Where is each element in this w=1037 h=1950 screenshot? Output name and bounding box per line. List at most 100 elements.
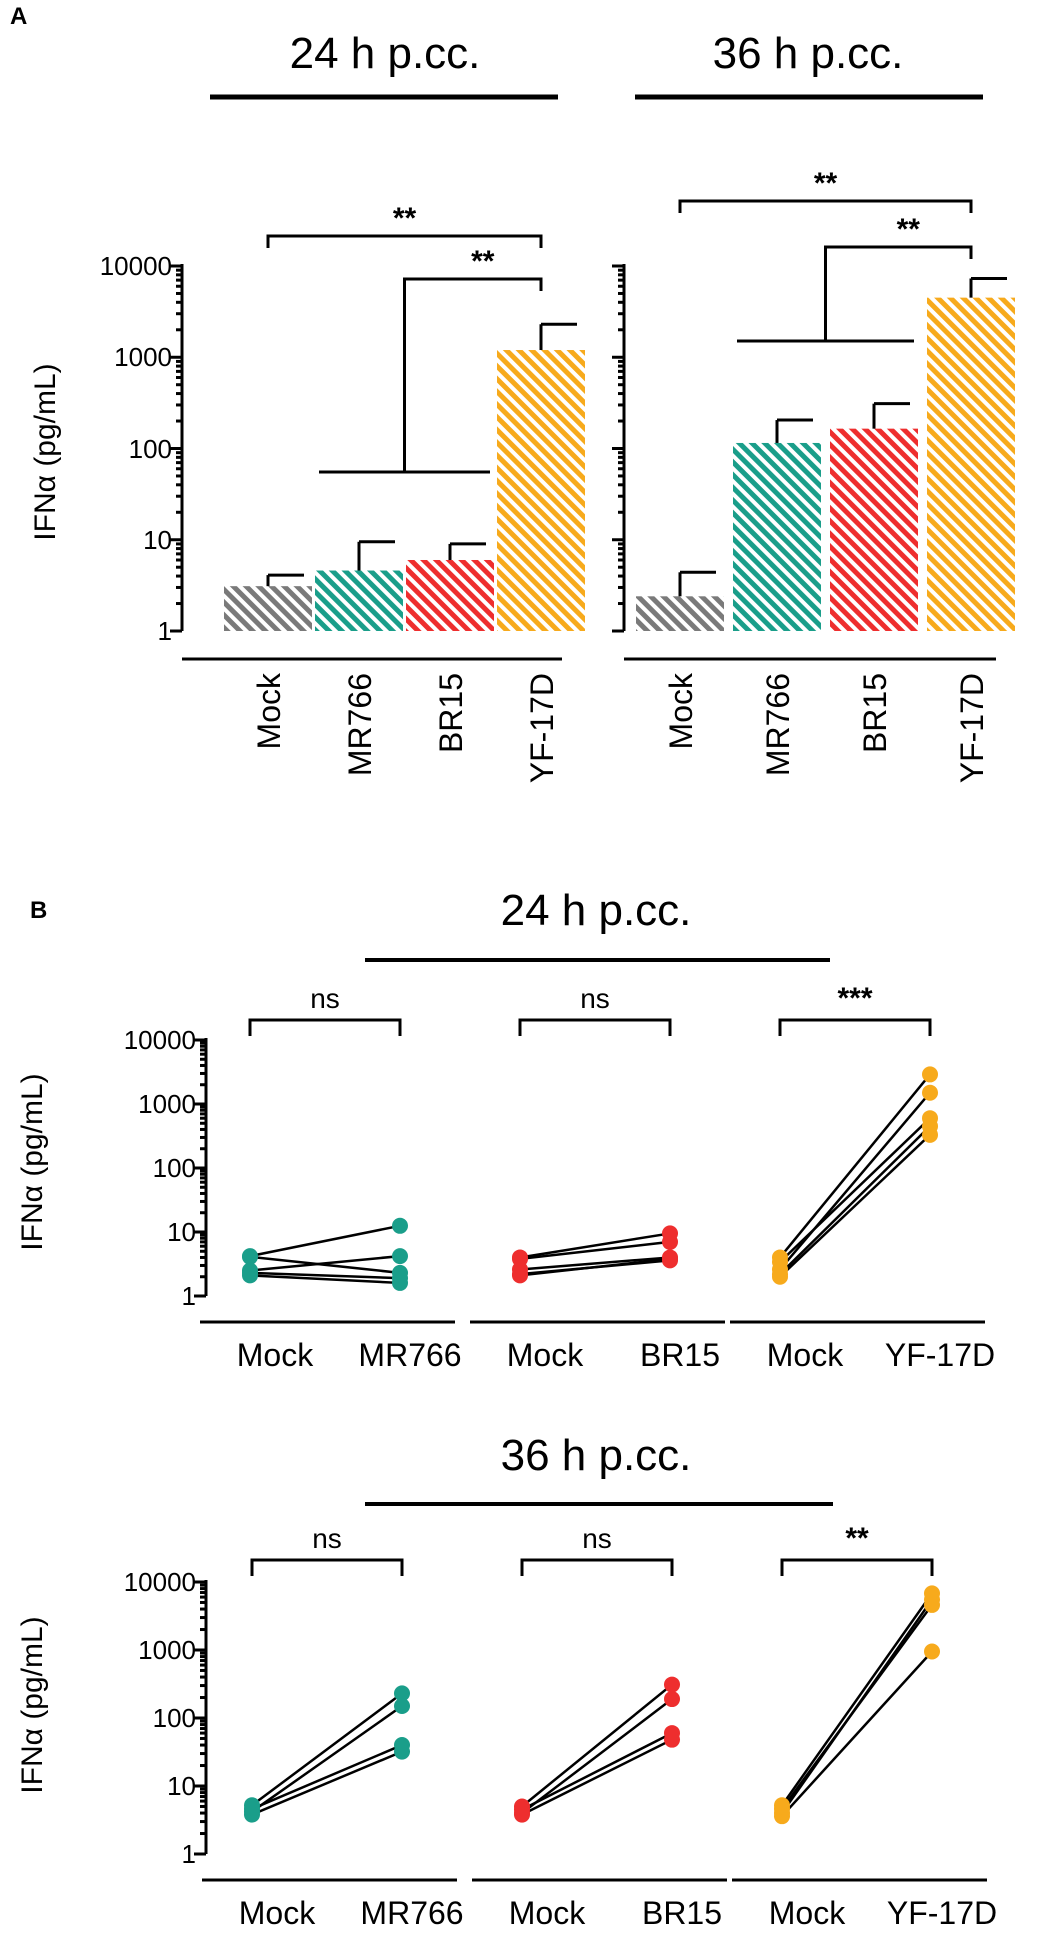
y-tick-label: 10000 xyxy=(124,1025,196,1055)
pair-line xyxy=(249,1254,401,1272)
pair-line xyxy=(779,1117,931,1263)
point-mock xyxy=(772,1268,788,1285)
x-tick-label-mock: Mock xyxy=(237,1337,314,1373)
x-tick-label-yf-17d: YF-17D xyxy=(887,1895,997,1931)
point-mr766 xyxy=(394,1685,410,1702)
x-tick-label-mock: Mock xyxy=(663,672,699,749)
x-tick-label-mock: Mock xyxy=(767,1337,844,1373)
pair-line xyxy=(249,1255,401,1275)
pair-line xyxy=(519,1232,671,1259)
x-tick-label-mock: Mock xyxy=(509,1895,586,1931)
pair-line xyxy=(249,1274,401,1285)
y-tick-label: 10 xyxy=(167,1217,196,1247)
panel-b-24h-y-axis-label: IFNα (pg/mL) xyxy=(16,1073,49,1250)
pair-line xyxy=(521,1698,673,1815)
x-tick-label-yf-17d: YF-17D xyxy=(524,673,560,783)
significance-bracket xyxy=(250,1558,404,1576)
pair-line xyxy=(251,1743,403,1811)
panel-a-y-axis-label: IFNα (pg/mL) xyxy=(29,363,62,540)
pair-line xyxy=(249,1271,401,1280)
pair-line xyxy=(521,1683,673,1808)
pair-line xyxy=(780,1604,934,1810)
significance-label: ns xyxy=(310,983,340,1014)
significance-bracket xyxy=(780,1558,934,1576)
point-mock xyxy=(774,1808,790,1825)
point-br15 xyxy=(664,1691,680,1708)
significance-label: ns xyxy=(582,1523,612,1554)
panel-b-36h-paired-chart: ns Mock MR766 ns Mock BR15 ** Mock YF-17D xyxy=(194,1522,997,1931)
bar-yf-17d xyxy=(927,297,1015,631)
significance-label: ** xyxy=(814,167,838,200)
y-tick-label: 100 xyxy=(153,1153,196,1183)
significance-label: ** xyxy=(845,1522,869,1555)
significance-label: ** xyxy=(897,213,921,246)
panel-b-36h-y-tick-labels: 10000 1000 100 10 1 xyxy=(124,1567,196,1869)
pair-line xyxy=(251,1750,403,1816)
significance-bracket-zikv-vs-yf17d xyxy=(824,245,973,341)
pair-line xyxy=(519,1257,671,1277)
significance-bracket xyxy=(248,1018,402,1036)
panel-a-24h-bar-chart: Mock MR766 BR15 YF-17D ** ** xyxy=(170,202,585,783)
x-tick-label-br15: BR15 xyxy=(640,1337,720,1373)
x-tick-label-mock: Mock xyxy=(769,1895,846,1931)
x-tick-label-mock: Mock xyxy=(507,1337,584,1373)
pair-line xyxy=(779,1125,931,1275)
point-mock xyxy=(242,1248,258,1265)
bar-mock xyxy=(636,596,724,631)
point-mock xyxy=(512,1267,528,1284)
point-yf-17d xyxy=(922,1084,938,1101)
point-mr766 xyxy=(392,1248,408,1265)
point-br15 xyxy=(664,1676,680,1693)
y-tick-label: 1 xyxy=(182,1839,196,1869)
x-tick-label-mock: Mock xyxy=(239,1895,316,1931)
point-yf-17d xyxy=(924,1643,940,1660)
significance-label: ns xyxy=(312,1523,342,1554)
point-mock xyxy=(242,1267,258,1284)
point-mr766 xyxy=(392,1274,408,1291)
pair-line xyxy=(519,1240,671,1261)
panel-b-24h-title: 24 h p.cc. xyxy=(501,886,692,935)
pair-line xyxy=(779,1091,931,1271)
significance-label: ** xyxy=(393,202,417,235)
y-tick-label: 1000 xyxy=(114,342,172,372)
bar-br15 xyxy=(406,559,494,631)
significance-bracket-zikv-vs-yf17d xyxy=(403,277,543,472)
pair-line xyxy=(779,1073,931,1259)
y-tick-label: 100 xyxy=(153,1703,196,1733)
bar-mr766 xyxy=(733,442,821,631)
significance-label: ns xyxy=(580,983,610,1014)
x-tick-label-mr766: MR766 xyxy=(360,1895,463,1931)
x-tick-label-mr766: MR766 xyxy=(760,673,796,776)
x-tick-label-mr766: MR766 xyxy=(358,1337,461,1373)
y-tick-label: 10000 xyxy=(100,251,172,281)
point-br15 xyxy=(662,1233,678,1250)
point-mr766 xyxy=(392,1217,408,1234)
x-tick-label-yf-17d: YF-17D xyxy=(885,1337,995,1373)
point-br15 xyxy=(664,1731,680,1748)
point-yf-17d xyxy=(924,1596,940,1613)
x-tick-label-br15: BR15 xyxy=(857,673,893,753)
panel-b-36h-title: 36 h p.cc. xyxy=(501,1431,692,1480)
x-tick-label-mr766: MR766 xyxy=(342,673,378,776)
y-tick-label: 1000 xyxy=(138,1089,196,1119)
significance-bracket-mock-vs-yf17d xyxy=(266,234,543,248)
x-tick-label-yf-17d: YF-17D xyxy=(954,673,990,783)
panel-a-36h-title: 36 h p.cc. xyxy=(713,29,904,78)
panel-a-36h-bar-chart: Mock MR766 BR15 YF-17D ** ** xyxy=(612,167,1015,783)
panel-b-24h-paired-chart: ns Mock MR766 ns Mock BR15 *** Mock YF-17D xyxy=(194,982,995,1373)
pair-line xyxy=(521,1731,673,1811)
panel-b-36h-y-axis-label: IFNα (pg/mL) xyxy=(16,1616,49,1793)
y-tick-label: 1000 xyxy=(138,1635,196,1665)
pair-line xyxy=(781,1650,933,1818)
point-mr766 xyxy=(394,1743,410,1760)
panel-a-24h-title: 24 h p.cc. xyxy=(290,29,481,78)
y-tick-label: 10000 xyxy=(124,1567,196,1597)
y-tick-label: 1 xyxy=(158,616,172,646)
point-mr766 xyxy=(394,1698,410,1715)
pair-line xyxy=(780,1592,934,1807)
panel-b-label: B xyxy=(30,897,47,924)
y-tick-label: 10 xyxy=(143,525,172,555)
point-mock xyxy=(772,1253,788,1270)
point-yf-17d xyxy=(922,1066,938,1083)
